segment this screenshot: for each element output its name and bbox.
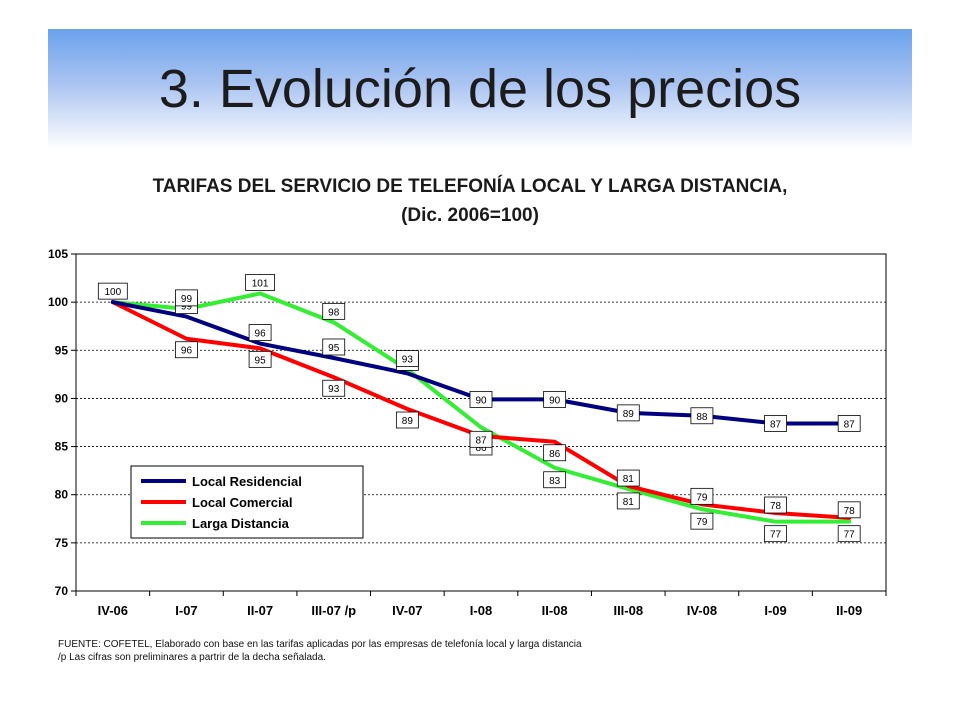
y-tick-label: 105	[48, 247, 68, 261]
legend-label: Larga Distancia	[192, 516, 290, 531]
legend-label: Local Residencial	[192, 474, 302, 489]
title-banner: 3. Evolución de los precios	[48, 29, 912, 149]
y-tick-label: 70	[55, 584, 69, 598]
data-label: 86	[549, 449, 561, 460]
data-label: 98	[328, 307, 340, 318]
data-label: 96	[255, 329, 267, 340]
data-label-box	[764, 415, 787, 432]
source-note: FUENTE: COFETEL, Elaborado con base en l…	[58, 639, 582, 650]
x-tick-label: III-07 /p	[311, 603, 356, 618]
x-tick-label: I-07	[175, 603, 197, 618]
data-label-box	[764, 496, 787, 514]
data-label-box	[764, 525, 787, 543]
series-line-larga-distancia	[110, 291, 852, 524]
data-label-box	[690, 487, 714, 505]
x-tick-label: II-07	[247, 603, 273, 618]
data-label-box	[395, 350, 419, 367]
data-label: 87	[475, 435, 487, 446]
x-tick-label: II-08	[542, 603, 568, 618]
chart-title-line: TARIFAS DEL SERVICIO DE TELEFONÍA LOCAL …	[152, 176, 788, 197]
y-tick-label: 90	[55, 391, 69, 405]
legend-label: Local Comercial	[192, 495, 292, 510]
y-tick-label: 75	[55, 536, 69, 550]
data-label: 79	[696, 492, 708, 503]
data-label: 86	[475, 443, 487, 454]
data-label: 83	[549, 476, 561, 487]
data-label: 78	[844, 506, 856, 517]
data-label: 77	[844, 530, 856, 541]
data-label-box	[248, 324, 272, 341]
slide-title: 3. Evolución de los precios	[158, 59, 802, 119]
data-label-box	[616, 404, 640, 422]
data-label-box	[322, 338, 346, 356]
data-label-box	[837, 501, 861, 519]
data-label: 90	[549, 395, 561, 406]
data-label-box	[837, 525, 861, 543]
data-label-box	[543, 444, 567, 462]
data-label: 95	[255, 355, 267, 366]
y-tick-label: 95	[55, 343, 69, 357]
x-tick-label: III-08	[613, 603, 643, 618]
data-label: 96	[181, 346, 193, 357]
x-tick-label: IV-08	[687, 603, 717, 618]
data-label: 87	[770, 419, 782, 430]
x-tick-label: I-08	[470, 603, 492, 618]
data-label: 93	[328, 384, 340, 395]
data-label: 81	[623, 474, 635, 485]
data-label: 101	[252, 278, 269, 289]
data-label-box	[322, 302, 346, 320]
x-tick-label: II-09	[836, 603, 862, 618]
prelim-note: /p Las cifras son preliminares a partrir…	[58, 652, 326, 663]
data-label-box	[469, 390, 493, 408]
data-label-box	[97, 282, 128, 300]
data-label: 87	[844, 419, 856, 430]
x-tick-label: IV-07	[392, 603, 422, 618]
data-label: 78	[770, 501, 782, 512]
x-tick-label: I-09	[764, 603, 786, 618]
data-label-box	[248, 350, 272, 368]
data-label-box	[395, 411, 419, 429]
data-label: 89	[623, 409, 635, 420]
data-label: 90	[475, 395, 487, 406]
data-label-box	[543, 390, 567, 408]
data-label-box	[837, 415, 861, 432]
y-tick-label: 85	[55, 440, 69, 454]
footnote: FUENTE: COFETEL, Elaborado con base en l…	[58, 638, 582, 664]
data-label: 81	[623, 497, 635, 508]
data-label-box	[543, 471, 567, 489]
data-label: 88	[696, 412, 708, 423]
data-label: 79	[696, 517, 708, 528]
data-label-box	[175, 289, 198, 307]
data-label-box	[616, 492, 640, 510]
data-label-box	[469, 430, 493, 448]
y-tick-label: 80	[55, 488, 69, 502]
data-label: 100	[104, 287, 121, 298]
data-label: 99	[181, 294, 193, 305]
data-label-box	[245, 274, 275, 291]
data-label-box	[322, 379, 346, 397]
chart-title: TARIFAS DEL SERVICIO DE TELEFONÍA LOCAL …	[60, 172, 880, 230]
data-label-box	[690, 512, 714, 530]
y-tick-label: 100	[48, 295, 68, 309]
chart-subtitle: (Dic. 2006=100)	[401, 205, 539, 226]
data-label: 95	[328, 343, 340, 354]
data-label: 93	[402, 355, 414, 366]
data-label-box	[690, 407, 714, 425]
data-label: 99	[181, 302, 193, 313]
x-tick-label: IV-06	[98, 603, 128, 618]
data-label: 89	[402, 416, 414, 427]
data-label-box	[616, 469, 640, 487]
data-label: 77	[770, 530, 782, 541]
data-label-box	[175, 341, 198, 359]
